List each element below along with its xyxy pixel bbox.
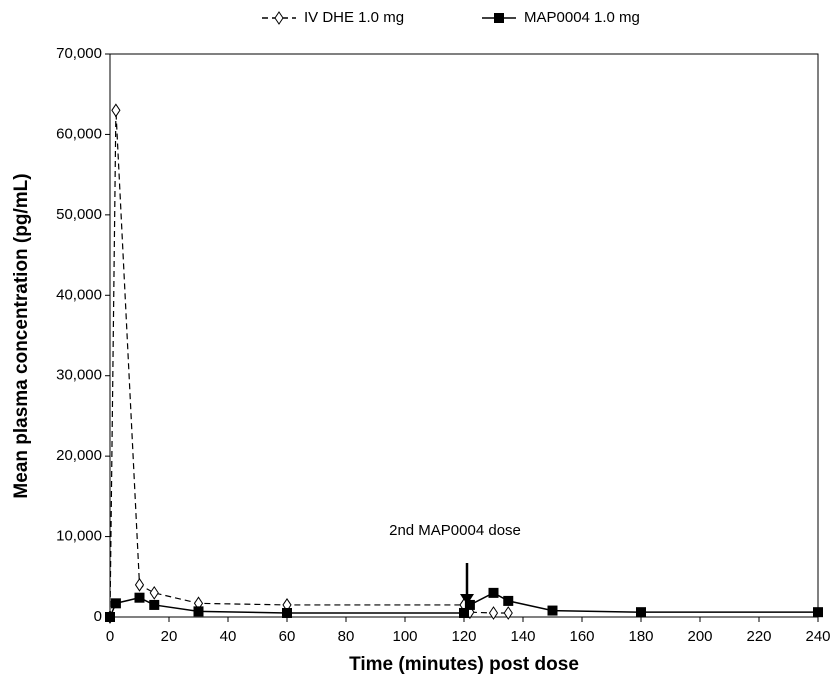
legend-label: IV DHE 1.0 mg [304, 9, 404, 26]
annotation: 2nd MAP0004 dose [389, 522, 521, 539]
series-line [109, 110, 509, 618]
data-point [813, 607, 823, 618]
x-tick-label: 0 [106, 628, 114, 645]
data-point [282, 607, 292, 618]
y-tick-label: 30,000 [56, 367, 102, 384]
data-point [193, 606, 204, 617]
data-point [459, 607, 469, 618]
data-point [488, 606, 499, 620]
y-tick-label: 70,000 [56, 45, 102, 62]
data-point [105, 612, 115, 622]
x-axis-title: Time (minutes) post dose [349, 654, 579, 675]
x-tick-label: 60 [279, 628, 296, 645]
y-tick-label: 50,000 [56, 206, 102, 223]
data-point [547, 605, 558, 616]
data-point [111, 103, 121, 118]
data-point [503, 606, 513, 620]
legend-marker [494, 13, 504, 23]
y-tick-label: 60,000 [56, 125, 102, 142]
data-point [488, 587, 499, 598]
x-tick-label: 180 [628, 628, 653, 645]
y-axis-title: Mean plasma concentration (pg/mL) [11, 173, 32, 498]
x-tick-label: 200 [687, 628, 712, 645]
y-tick-label: 0 [94, 608, 102, 625]
data-point [110, 598, 121, 609]
data-point [503, 595, 514, 606]
x-tick-label: 220 [746, 628, 771, 645]
data-point [636, 607, 646, 618]
x-tick-label: 140 [510, 628, 535, 645]
x-tick-label: 80 [338, 628, 355, 645]
x-tick-label: 100 [392, 628, 417, 645]
x-tick-label: 240 [805, 628, 830, 645]
y-tick-label: 40,000 [56, 286, 102, 303]
y-tick-label: 10,000 [56, 528, 102, 545]
data-point [134, 577, 145, 592]
data-point [464, 599, 475, 610]
x-tick-label: 20 [161, 628, 178, 645]
y-tick-label: 20,000 [56, 447, 102, 464]
x-tick-label: 160 [569, 628, 594, 645]
legend-marker [274, 11, 284, 25]
data-point [134, 592, 145, 603]
x-tick-label: 120 [451, 628, 476, 645]
annotation-arrowhead [460, 594, 474, 605]
legend-label: MAP0004 1.0 mg [524, 9, 640, 26]
x-tick-label: 40 [220, 628, 237, 645]
data-point [149, 585, 159, 600]
data-point [149, 599, 160, 610]
